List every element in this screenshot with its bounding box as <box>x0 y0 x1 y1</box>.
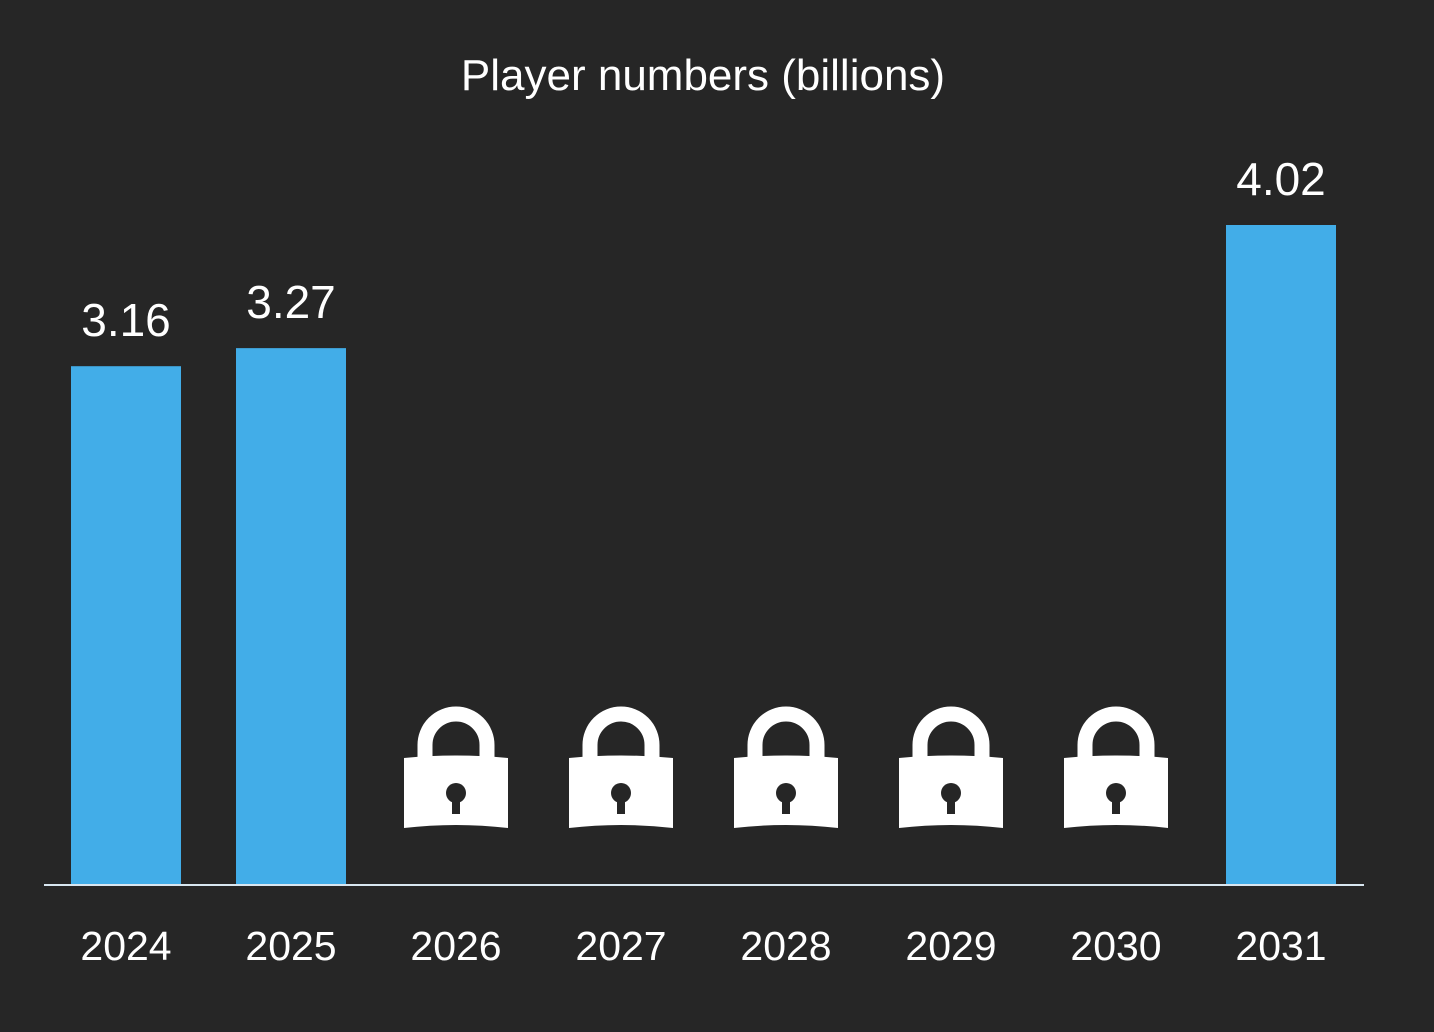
x-axis-ticks: 2024 2025 2026 2027 2028 2029 2030 2031 <box>80 923 1326 969</box>
bar-2024 <box>71 366 181 885</box>
value-label-2031: 4.02 <box>1236 153 1326 205</box>
padlock-icon <box>404 706 508 828</box>
bars-layer: 3.16 3.27 4.02 <box>71 153 1336 885</box>
chart-title: Player numbers (billions) <box>461 51 945 100</box>
tick-label-2029: 2029 <box>905 923 996 969</box>
padlock-icon <box>734 706 838 828</box>
value-label-2024: 3.16 <box>81 294 171 346</box>
tick-label-2031: 2031 <box>1235 923 1326 969</box>
tick-label-2028: 2028 <box>740 923 831 969</box>
tick-label-2027: 2027 <box>575 923 666 969</box>
padlock-icon <box>1064 706 1168 828</box>
tick-label-2024: 2024 <box>80 923 171 969</box>
tick-label-2026: 2026 <box>410 923 501 969</box>
tick-label-2025: 2025 <box>245 923 336 969</box>
value-label-2025: 3.27 <box>246 276 336 328</box>
bar-2025 <box>236 348 346 885</box>
bar-2031 <box>1226 225 1336 885</box>
tick-label-2030: 2030 <box>1070 923 1161 969</box>
padlock-icon <box>899 706 1003 828</box>
padlock-icon <box>569 706 673 828</box>
